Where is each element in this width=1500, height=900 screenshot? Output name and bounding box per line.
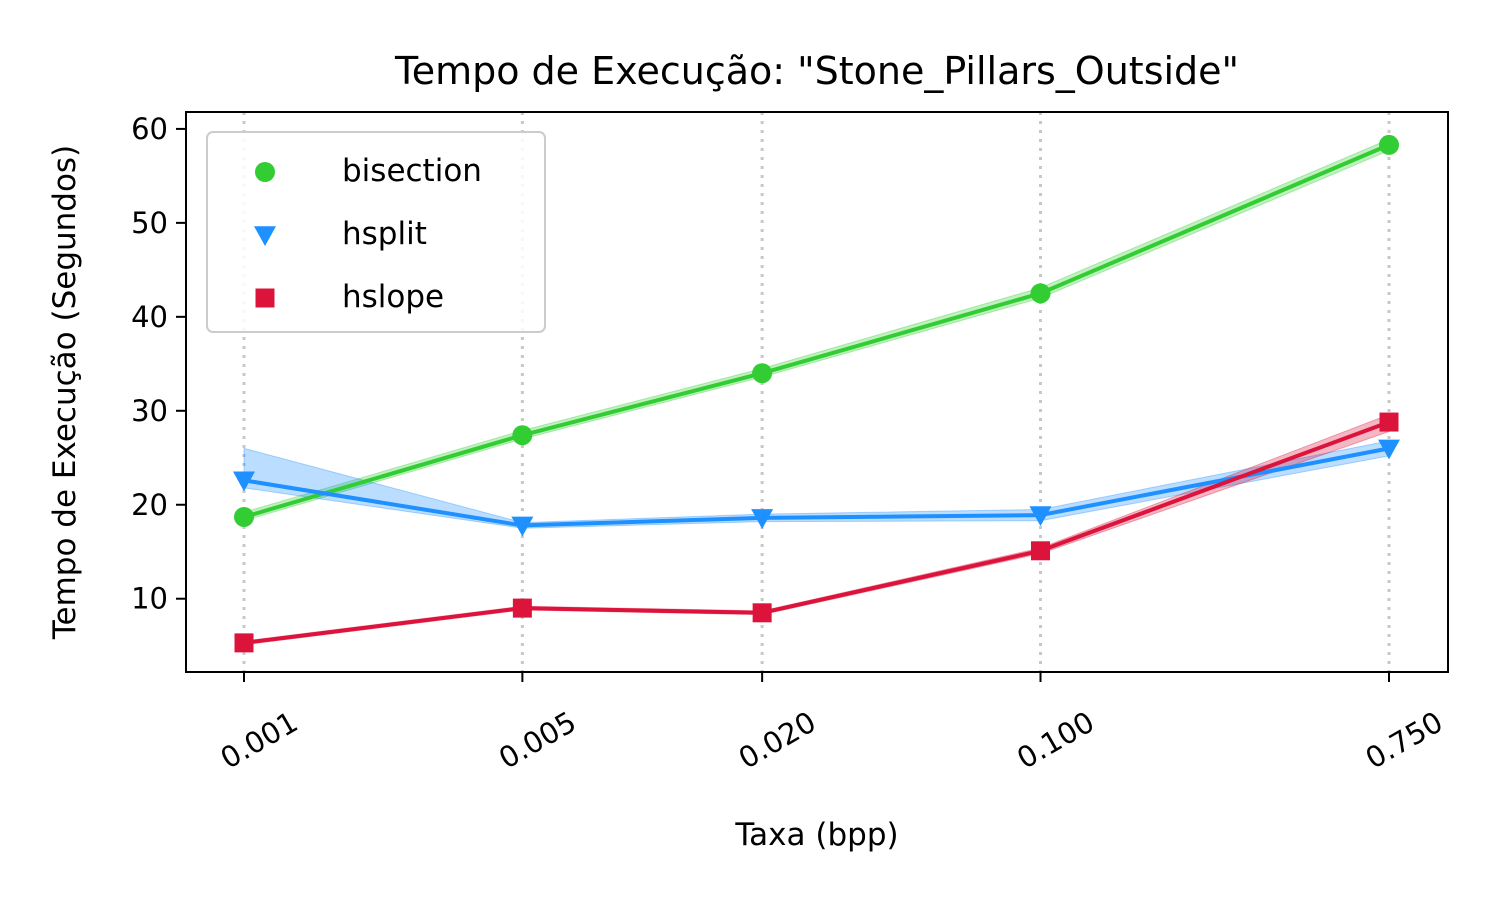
band-hslope [243,413,1390,646]
x-tick-label: 0.001 [215,705,304,776]
marker-hslope [1031,541,1051,561]
marker-bisection [512,425,533,446]
y-axis-label: Tempo de Execução (Segundos) [47,145,83,640]
marker-hsplit [233,471,255,492]
marker-hsplit [751,509,774,529]
x-tick-label: 0.005 [493,705,582,776]
marker-hslope [512,598,532,618]
x-tick-label: 0.020 [733,705,822,776]
legend-box [206,131,546,333]
legend-label-hsplit: hsplit [342,216,427,252]
line-hslope [243,420,1390,645]
chart-title: Tempo de Execução: "Stone_Pillars_Outsid… [394,49,1239,93]
marker-hslope [752,603,772,623]
y-axis-ticks: 10 20 30 40 50 60 [131,112,186,616]
legend-marker-hsplit [254,226,276,246]
marker-hsplit [1029,506,1052,527]
y-tick-label: 50 [131,206,168,240]
y-tick-label: 40 [131,300,168,334]
y-tick-label: 10 [131,582,168,616]
x-tick-label: 0.100 [1011,705,1100,776]
marker-hslope [234,633,254,653]
marker-bisection [234,506,254,527]
legend-label-bisection: bisection [342,153,482,189]
marker-bisection [752,363,773,384]
legend-label-hslope: hslope [342,279,444,315]
y-tick-label: 20 [131,488,168,522]
legend-marker-bisection [255,162,275,182]
y-tick-label: 30 [131,394,168,428]
marker-bisection [1030,283,1051,304]
y-tick-label: 60 [131,112,168,146]
legend: bisection hsplit hslope [206,131,546,333]
series-markers [233,134,1400,653]
marker-hsplit [1378,439,1400,460]
marker-hsplit [511,516,534,537]
marker-bisection [1379,134,1399,155]
marker-hslope [1379,412,1399,432]
legend-marker-hslope [255,288,275,308]
x-tick-label: 0.750 [1360,705,1449,776]
grid-lines [242,112,1391,672]
x-axis-label: Taxa (bpp) [734,817,898,853]
plot-frame [185,111,1449,673]
x-axis-ticks: 0.001 0.005 0.020 0.100 0.750 [215,672,1449,776]
